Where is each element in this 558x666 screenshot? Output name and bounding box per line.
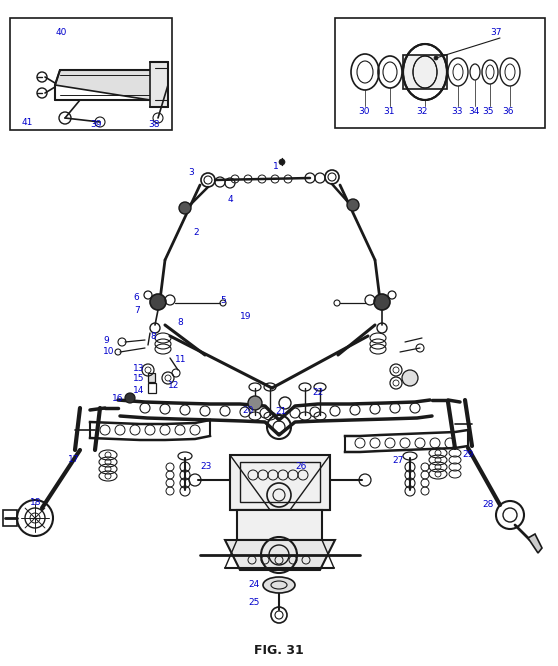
Text: 10: 10 bbox=[103, 347, 114, 356]
Bar bbox=[150, 62, 168, 107]
Text: 27: 27 bbox=[392, 456, 403, 465]
Bar bbox=[148, 383, 156, 393]
Text: 32: 32 bbox=[416, 107, 427, 116]
Text: 37: 37 bbox=[490, 28, 502, 37]
Text: 14: 14 bbox=[133, 386, 145, 395]
Bar bbox=[335, 18, 545, 128]
Text: 5: 5 bbox=[220, 296, 226, 305]
Text: 26: 26 bbox=[295, 462, 306, 471]
Circle shape bbox=[402, 370, 418, 386]
Bar bbox=[403, 55, 447, 89]
Text: 24: 24 bbox=[248, 580, 259, 589]
Text: FIG. 31: FIG. 31 bbox=[254, 643, 304, 657]
Circle shape bbox=[248, 396, 262, 410]
Text: 21: 21 bbox=[275, 407, 286, 416]
Text: 9: 9 bbox=[103, 336, 109, 345]
Text: 34: 34 bbox=[468, 107, 479, 116]
Text: 38: 38 bbox=[148, 120, 160, 129]
Bar bbox=[148, 373, 155, 382]
Text: 8: 8 bbox=[177, 318, 183, 327]
Text: 36: 36 bbox=[502, 107, 513, 116]
Bar bbox=[3, 510, 17, 526]
Text: 28: 28 bbox=[482, 500, 493, 509]
Text: 7: 7 bbox=[134, 306, 140, 315]
Bar bbox=[230, 455, 330, 510]
Bar bbox=[237, 510, 322, 540]
Text: 11: 11 bbox=[175, 355, 186, 364]
Bar bbox=[240, 462, 320, 502]
Text: 2: 2 bbox=[193, 228, 199, 237]
Circle shape bbox=[150, 294, 166, 310]
Circle shape bbox=[434, 56, 438, 60]
Circle shape bbox=[179, 202, 191, 214]
Text: 15: 15 bbox=[133, 374, 145, 383]
Text: 23: 23 bbox=[200, 462, 211, 471]
Text: 33: 33 bbox=[451, 107, 463, 116]
Polygon shape bbox=[225, 540, 335, 570]
Text: 25: 25 bbox=[248, 598, 259, 607]
Text: 29: 29 bbox=[462, 450, 473, 459]
Text: 4: 4 bbox=[228, 195, 234, 204]
Text: 16: 16 bbox=[112, 394, 123, 403]
Polygon shape bbox=[528, 534, 542, 553]
Text: 1: 1 bbox=[273, 162, 279, 171]
Circle shape bbox=[125, 393, 135, 403]
Text: 18: 18 bbox=[30, 498, 41, 507]
Text: 12: 12 bbox=[168, 381, 179, 390]
Text: 40: 40 bbox=[56, 28, 68, 37]
Text: 20: 20 bbox=[242, 406, 253, 415]
Ellipse shape bbox=[263, 577, 295, 593]
Text: 19: 19 bbox=[240, 312, 252, 321]
Text: 8: 8 bbox=[150, 332, 156, 341]
Text: 22: 22 bbox=[312, 388, 323, 397]
Text: 30: 30 bbox=[358, 107, 369, 116]
Circle shape bbox=[279, 159, 285, 165]
Text: 35: 35 bbox=[482, 107, 493, 116]
Text: 3: 3 bbox=[188, 168, 194, 177]
Text: 31: 31 bbox=[383, 107, 395, 116]
Circle shape bbox=[374, 294, 390, 310]
Text: 39: 39 bbox=[90, 120, 102, 129]
Circle shape bbox=[347, 199, 359, 211]
Text: 41: 41 bbox=[22, 118, 33, 127]
Polygon shape bbox=[55, 70, 155, 100]
Text: 17: 17 bbox=[68, 455, 79, 464]
Text: 13: 13 bbox=[133, 364, 145, 373]
Text: 6: 6 bbox=[133, 293, 139, 302]
Bar bbox=[10, 18, 172, 130]
